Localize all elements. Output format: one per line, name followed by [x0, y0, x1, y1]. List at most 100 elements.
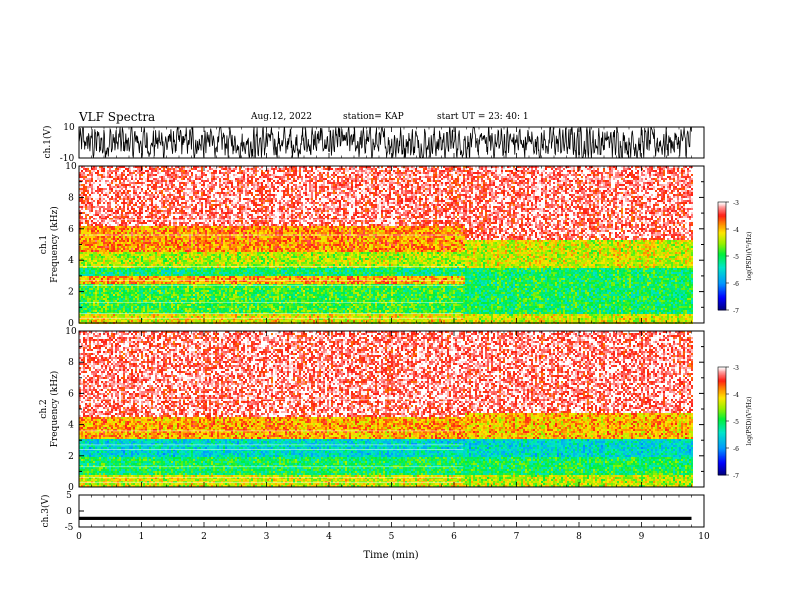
ch1-spec-cell — [83, 186, 85, 188]
ch1-spec-cell — [181, 298, 183, 300]
ch1-spec-cell — [129, 202, 131, 204]
ch1-spec-cell — [197, 192, 199, 194]
ch1-spec-cell — [199, 212, 201, 214]
ch1-spec-cell — [169, 228, 171, 230]
ch1-spec-cell — [115, 194, 117, 196]
ch1-spec-cell — [177, 310, 179, 312]
ch1-spec-cell — [145, 260, 147, 262]
ch1-spec-cell — [83, 168, 85, 170]
ch1-spec-cell — [193, 222, 195, 224]
ch1-spec-cell — [153, 180, 155, 182]
ch1-spec-cell — [181, 258, 183, 260]
ch1-spec-cell — [159, 222, 161, 224]
ch1-spec-cell — [189, 300, 191, 302]
ch1-spec-cell — [157, 262, 159, 264]
ch1-spec-cell — [173, 244, 175, 246]
ch1-spec-cell — [113, 204, 115, 206]
ch1-spec-cell — [121, 206, 123, 208]
ch1-spec-cell — [155, 200, 157, 202]
ch1-spec-cell — [145, 186, 147, 188]
ch1-spec-cell — [125, 184, 127, 186]
ch1-spec-cell — [97, 180, 99, 182]
ch1-spec-cell — [189, 286, 191, 288]
ch1-spec-cell — [147, 254, 149, 256]
ch1-spec-cell — [119, 236, 121, 238]
ch1-spec-cell — [177, 190, 179, 192]
ch1-spec-cell — [181, 214, 183, 216]
ch1-spec-cell — [127, 272, 129, 274]
ch1-spec-cell — [145, 210, 147, 212]
ch1-spec-cell — [113, 186, 115, 188]
ch1-spec-cell — [167, 316, 169, 318]
ch1-spec-cell — [93, 292, 95, 294]
ch1-spec-cell — [161, 208, 163, 210]
ch1-spec-cell — [111, 230, 113, 232]
ch1-spec-cell — [193, 194, 195, 196]
ch1-spec-cell — [171, 184, 173, 186]
ch1-spec-cell — [83, 248, 85, 250]
ch1-spec-cell — [169, 288, 171, 290]
ch1-spec-cell — [177, 236, 179, 238]
ch1-spec-cell — [167, 270, 169, 272]
ch1-spec-cell — [193, 294, 195, 296]
ch1-spec-cell — [109, 240, 111, 242]
ch1-spec-cell — [87, 224, 89, 226]
ch1-spec-cell — [175, 262, 177, 264]
ch1-spec-cell — [113, 246, 115, 248]
ch1-spec-cell — [101, 268, 103, 270]
ch1-spec-cell — [85, 216, 87, 218]
ch1-spec-cell — [201, 246, 203, 248]
ch1-spec-cell — [105, 248, 107, 250]
ch1-spec-cell — [105, 292, 107, 294]
ch1-spec-cell — [85, 222, 87, 224]
ch1-spec-cell — [145, 198, 147, 200]
ch1-spec-cell — [87, 288, 89, 290]
ch1-spec-cell — [113, 292, 115, 294]
ch1-spec-cell — [87, 260, 89, 262]
ch1-spec-cell — [105, 220, 107, 222]
ch1-spec-cell — [115, 184, 117, 186]
ch1-spec-cell — [199, 232, 201, 234]
ch1-spec-cell — [103, 208, 105, 210]
ch1-spec-cell — [123, 320, 125, 322]
ch1-spec-cell — [133, 230, 135, 232]
ch1-spec-cell — [127, 208, 129, 210]
ch1-spec-cell — [135, 172, 137, 174]
ch1-spec-cell — [149, 250, 151, 252]
ch1-spec-cell — [131, 190, 133, 192]
ch1-spec-cell — [95, 278, 97, 280]
ch1-spec-cell — [163, 320, 165, 322]
ch1-spec-cell — [179, 224, 181, 226]
ch1-spec-cell — [83, 204, 85, 206]
ch1-spec-cell — [177, 174, 179, 176]
ch1-spec-cell — [83, 250, 85, 252]
ch1-spec-cell — [131, 224, 133, 226]
ch1-spec-cell — [99, 314, 101, 316]
ch1-spec-cell — [121, 180, 123, 182]
ch1-spec-cell — [87, 244, 89, 246]
ch1-spec-cell — [159, 192, 161, 194]
ch1-spec-cell — [155, 242, 157, 244]
ch1-spec-cell — [189, 248, 191, 250]
ch1-spec-cell — [187, 300, 189, 302]
ch1-spec-cell — [97, 270, 99, 272]
ch1-spec-cell — [161, 244, 163, 246]
ch1-spec-cell — [123, 272, 125, 274]
ch1-spec-cell — [91, 254, 93, 256]
ch1-spec-cell — [149, 316, 151, 318]
ch1-spec-cell — [187, 238, 189, 240]
ch1-spec-cell — [111, 194, 113, 196]
ch1-spec-cell — [107, 208, 109, 210]
ch1-spec-cell — [163, 204, 165, 206]
ch1-spec-cell — [113, 236, 115, 238]
ch1-spec-cell — [89, 264, 91, 266]
ch1-spec-cell — [191, 248, 193, 250]
ch1-spec-cell — [133, 240, 135, 242]
ch1-spec-cell — [105, 310, 107, 312]
ch1-spec-cell — [91, 296, 93, 298]
ch1-spec-cell — [169, 244, 171, 246]
ch1-spec-cell — [175, 300, 177, 302]
ch1-spec-cell — [93, 278, 95, 280]
ch1-spec-cell — [179, 296, 181, 298]
ch1-spec-cell — [95, 286, 97, 288]
